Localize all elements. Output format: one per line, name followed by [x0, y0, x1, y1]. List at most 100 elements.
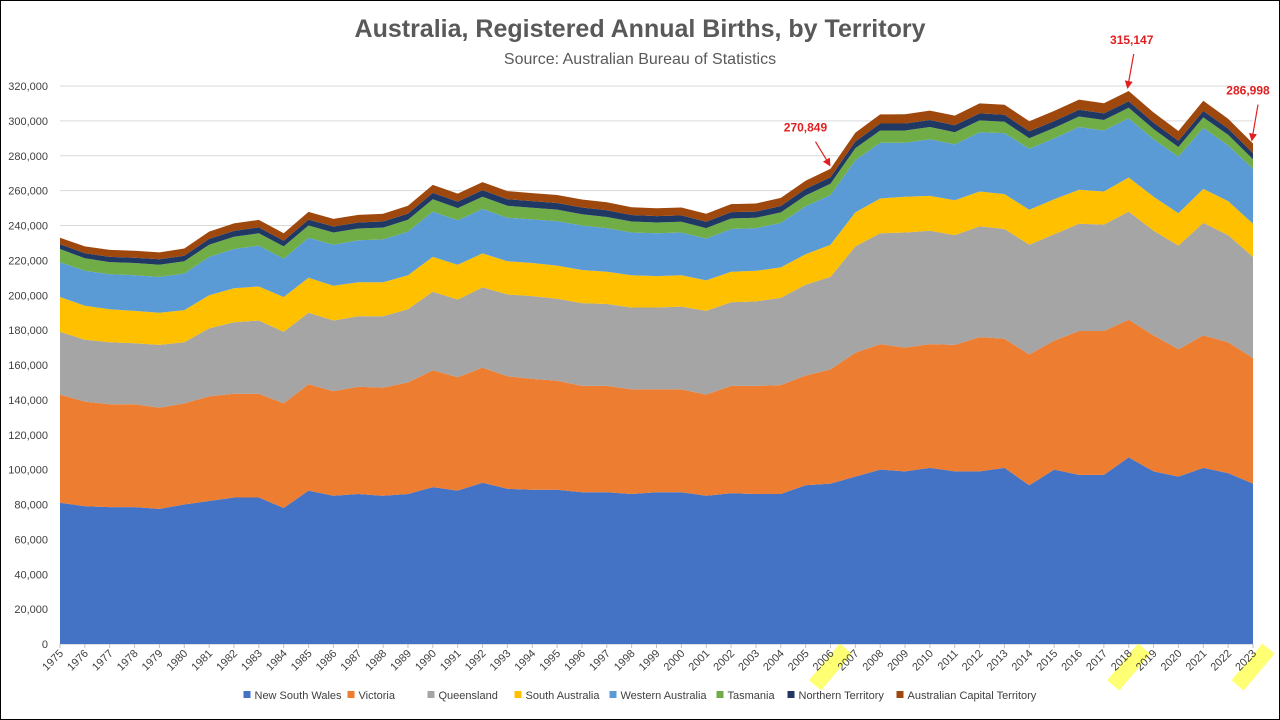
x-tick-label: 2008	[861, 648, 887, 674]
annotation-arrow	[1124, 53, 1135, 89]
legend-item: Queensland	[427, 690, 498, 702]
area-series-2	[60, 319, 1253, 509]
x-tick-label: 2012	[960, 648, 986, 674]
x-tick-label: 1987	[339, 648, 365, 674]
x-tick-label: 1997	[587, 648, 613, 674]
y-tick-label: 240,000	[8, 221, 48, 233]
x-tick-label: 1994	[513, 648, 539, 674]
x-tick-label: 2009	[885, 648, 911, 674]
y-tick-label: 320,000	[8, 81, 48, 93]
legend-swatch	[427, 691, 435, 698]
legend-label: Northern Territory	[799, 690, 885, 702]
x-tick-label: 2013	[985, 648, 1011, 674]
x-tick-label: 2021	[1184, 648, 1210, 674]
annotation-arrow	[1249, 104, 1259, 142]
x-tick-label: 1999	[637, 648, 663, 674]
area-series-5	[60, 118, 1253, 313]
annotation-label: 286,998	[1226, 84, 1270, 98]
x-tick-label: 1980	[165, 648, 191, 674]
x-tick-label: 1989	[388, 648, 414, 674]
x-tick-label: 1993	[488, 648, 514, 674]
x-tick-label: 2001	[687, 648, 713, 674]
legend-label: Tasmania	[728, 690, 776, 702]
x-tick-label: 1996	[562, 648, 588, 674]
callout-annotations: 270,849 315,147 286,998	[784, 33, 1270, 167]
x-tick-label: 1978	[115, 648, 141, 674]
x-tick-label: 1976	[65, 648, 91, 674]
annotation-label: 315,147	[1110, 33, 1154, 47]
y-tick-label: 80,000	[14, 500, 48, 512]
x-tick-label: 1992	[463, 648, 489, 674]
highlight-mark	[1231, 643, 1275, 691]
x-tick-label: 2010	[910, 648, 936, 674]
area-series-3	[60, 211, 1253, 408]
x-tick-label: 2015	[1034, 648, 1060, 674]
legend-swatch	[716, 691, 724, 698]
legend-item: Victoria	[347, 690, 396, 702]
x-tick-label: 1985	[289, 648, 315, 674]
legend-swatch	[243, 691, 251, 698]
y-tick-label: 220,000	[8, 255, 48, 267]
x-tick-label: 2020	[1159, 648, 1185, 674]
annotation-arrow	[814, 141, 831, 167]
x-tick-label: 1998	[612, 648, 638, 674]
x-tick-label: 2017	[1084, 648, 1110, 674]
y-tick-label: 300,000	[8, 116, 48, 128]
legend-label: Queensland	[439, 690, 498, 702]
x-tick-label: 2004	[761, 648, 787, 674]
y-tick-label: 180,000	[8, 325, 48, 337]
y-tick-label: 40,000	[14, 569, 48, 581]
x-tick-label: 1975	[40, 648, 66, 674]
legend-item: Australian Capital Territory	[896, 690, 1037, 702]
legend-label: South Australia	[526, 690, 601, 702]
legend-swatch	[347, 691, 355, 698]
x-tick-label: 2022	[1208, 648, 1234, 674]
legend-label: New South Wales	[255, 690, 343, 702]
y-tick-label: 0	[42, 639, 48, 651]
legend-label: Western Australia	[621, 690, 708, 702]
legend-label: Victoria	[359, 690, 396, 702]
x-tick-label: 2002	[711, 648, 737, 674]
legend-label: Australian Capital Territory	[908, 690, 1037, 702]
y-tick-label: 60,000	[14, 534, 48, 546]
x-tick-label: 1981	[189, 648, 215, 674]
y-tick-label: 160,000	[8, 360, 48, 372]
highlight-mark	[1107, 643, 1151, 691]
y-tick-label: 140,000	[8, 395, 48, 407]
legend-swatch	[609, 691, 617, 698]
x-tick-label: 1990	[413, 648, 439, 674]
x-tick-label: 1984	[264, 648, 290, 674]
y-tick-label: 280,000	[8, 151, 48, 163]
legend-item: South Australia	[514, 690, 601, 702]
y-tick-label: 120,000	[8, 430, 48, 442]
x-tick-label: 2005	[786, 648, 812, 674]
x-tick-label: 2011	[936, 648, 961, 673]
x-tick-label: 1995	[537, 648, 563, 674]
area-series-6	[60, 107, 1253, 277]
highlight-mark	[808, 643, 853, 691]
legend-swatch	[514, 691, 522, 698]
area-series-8	[60, 91, 1253, 260]
area-series-7	[60, 101, 1253, 265]
area-series-1	[60, 457, 1253, 644]
y-axis-ticks: 0 20,000 40,000 60,000 80,000 100,000 120,000 1…	[8, 81, 48, 651]
x-tick-label: 2016	[1059, 648, 1085, 674]
x-tick-label: 1991	[438, 648, 464, 674]
legend-item: Tasmania	[716, 690, 776, 702]
legend-item: Western Australia	[609, 690, 708, 702]
chart-subtitle: Source: Australian Bureau of Statistics	[504, 51, 776, 68]
legend-swatch	[787, 691, 795, 698]
x-tick-label: 1986	[314, 648, 340, 674]
legend: New South Wales Victoria Queensland South A…	[243, 690, 1037, 702]
area-series-4	[60, 177, 1253, 345]
y-tick-label: 20,000	[14, 604, 48, 616]
x-tick-label: 2003	[736, 648, 762, 674]
legend-swatch	[896, 691, 904, 698]
x-tick-label: 1988	[363, 648, 389, 674]
x-tick-label: 2000	[662, 648, 688, 674]
legend-item: Northern Territory	[787, 690, 885, 702]
x-tick-label: 1977	[90, 648, 116, 674]
annotation-label: 270,849	[784, 121, 828, 135]
x-tick-label: 1982	[214, 648, 240, 674]
